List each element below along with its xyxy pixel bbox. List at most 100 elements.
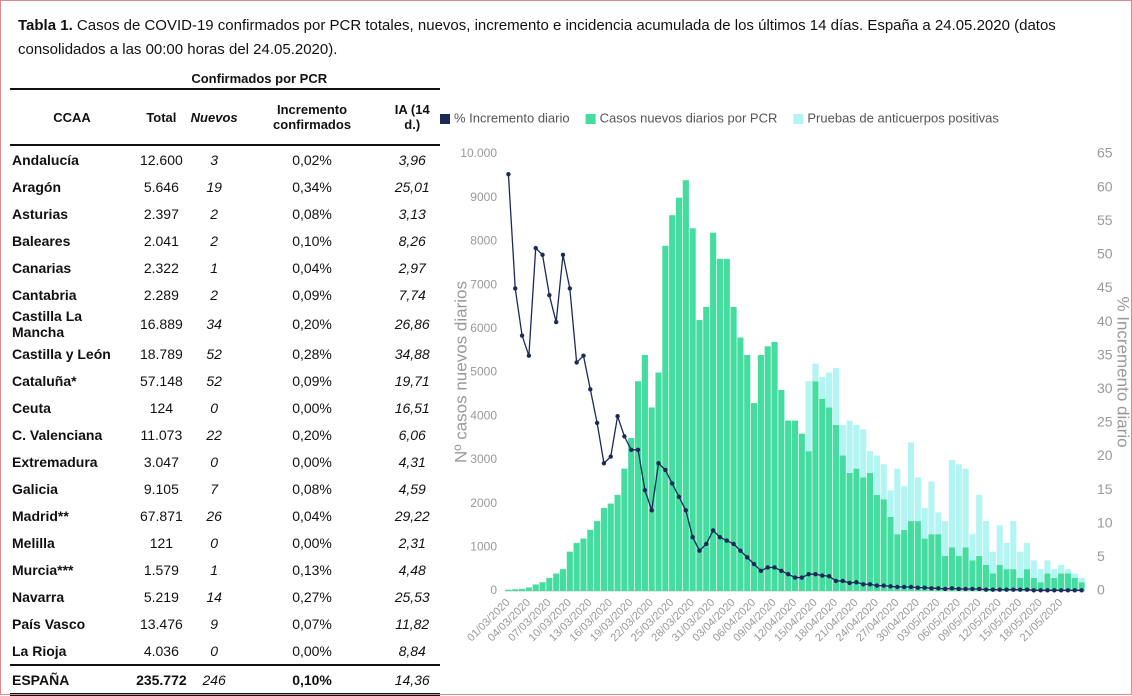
table-cell: 3 xyxy=(210,151,219,168)
line-point xyxy=(970,586,975,592)
bar xyxy=(969,534,976,561)
table-cell: Ceuta xyxy=(12,399,51,416)
table-cell: 25,53 xyxy=(394,588,430,605)
y2-tick-label: 5 xyxy=(1097,548,1105,564)
line-point xyxy=(738,548,743,553)
bar xyxy=(1051,569,1058,578)
table-cell: Galicia xyxy=(12,480,58,497)
line-point xyxy=(1045,588,1050,593)
table-cell: Aragón xyxy=(12,178,61,195)
bar xyxy=(689,228,696,592)
bar xyxy=(710,232,717,591)
line-point xyxy=(1072,588,1077,593)
line-point xyxy=(519,333,525,338)
table-row: Ceuta 124 0 0,00% 16,51 xyxy=(10,394,440,421)
bar xyxy=(1030,560,1037,578)
bar xyxy=(607,503,614,591)
bar xyxy=(662,245,669,591)
table-row: Baleares 2.041 2 0,10% 8,26 xyxy=(10,227,440,254)
table-cell: 4,31 xyxy=(398,453,426,470)
table-cell: 34 xyxy=(206,316,222,332)
table-cell: 0,09% xyxy=(292,372,332,389)
line-point xyxy=(867,582,873,587)
bar xyxy=(669,215,676,591)
bar xyxy=(703,306,710,591)
table-cell: 57.148 xyxy=(139,372,183,389)
bar xyxy=(887,516,894,591)
table-cell: 16.889 xyxy=(139,316,183,332)
table-cell: 8,84 xyxy=(398,642,426,659)
legend-label: Pruebas de anticuerpos positivas xyxy=(807,110,999,125)
bar xyxy=(573,542,580,591)
table-cell: 1 xyxy=(210,259,219,276)
line-point xyxy=(826,574,832,579)
line-point xyxy=(553,319,559,325)
bar xyxy=(989,551,996,574)
line-point xyxy=(942,586,948,592)
line-point xyxy=(772,565,777,570)
line-point xyxy=(663,467,668,473)
table-cell: 3.047 xyxy=(143,453,179,470)
y2-tick-label: 60 xyxy=(1097,178,1113,194)
line-point xyxy=(574,360,579,365)
line-point xyxy=(745,555,750,560)
line-point xyxy=(1079,588,1084,593)
line-point xyxy=(629,447,634,453)
line-point xyxy=(813,571,818,577)
line-point xyxy=(895,584,900,590)
bar xyxy=(832,424,840,591)
bar xyxy=(873,455,880,495)
bar xyxy=(928,481,935,535)
y-tick-label: 9000 xyxy=(470,190,497,204)
bar xyxy=(641,355,648,591)
bar xyxy=(935,512,942,535)
bar xyxy=(948,459,956,548)
table-cell: 6,06 xyxy=(398,426,426,443)
bar xyxy=(1017,577,1024,591)
bar xyxy=(1010,569,1017,591)
line-point xyxy=(908,584,914,590)
bar xyxy=(996,525,1003,565)
total-cell: ESPAÑA xyxy=(10,664,135,696)
bar xyxy=(826,372,833,408)
legend-swatch xyxy=(793,114,804,124)
bar xyxy=(819,376,826,399)
bar xyxy=(1044,560,1051,574)
line-point xyxy=(581,353,586,358)
table-row: La Rioja 4.036 0 0,00% 8,84 xyxy=(10,637,440,665)
y2-tick-label: 30 xyxy=(1097,380,1113,396)
bar xyxy=(1058,564,1065,574)
bar xyxy=(771,341,778,591)
legend-swatch xyxy=(585,114,596,124)
bar xyxy=(546,577,553,591)
line-point xyxy=(683,508,689,513)
line-point xyxy=(506,171,511,177)
total-row: ESPAÑA 235.772 246 0,10% 14,36 xyxy=(10,664,440,696)
legend-swatch xyxy=(440,114,450,124)
line-point xyxy=(751,561,757,567)
line-point xyxy=(758,568,764,574)
table-cell: 52 xyxy=(206,372,222,389)
bar xyxy=(894,534,901,591)
total-cell: 246 xyxy=(188,664,240,696)
y2-tick-label: 15 xyxy=(1097,481,1113,497)
table-cell: 2.289 xyxy=(143,286,179,303)
table-cell: Extremadura xyxy=(12,453,98,470)
line-point xyxy=(929,586,934,591)
line-point xyxy=(1011,587,1016,592)
bar xyxy=(853,424,860,469)
y-tick-label: 6000 xyxy=(470,321,497,335)
y2-tick-label: 40 xyxy=(1097,313,1113,329)
bar xyxy=(805,451,812,591)
line-point xyxy=(547,292,552,298)
bar xyxy=(750,403,758,591)
table-cell: País Vasco xyxy=(12,615,86,632)
column-header: Nuevos xyxy=(188,88,240,146)
y2-tick-label: 25 xyxy=(1097,414,1113,430)
table-cell: 0 xyxy=(210,399,219,416)
table-cell: 2,97 xyxy=(398,259,426,276)
header-row: CCAA Total Nuevos Incremento confirmados IA … xyxy=(10,88,440,146)
bar xyxy=(1058,573,1065,591)
